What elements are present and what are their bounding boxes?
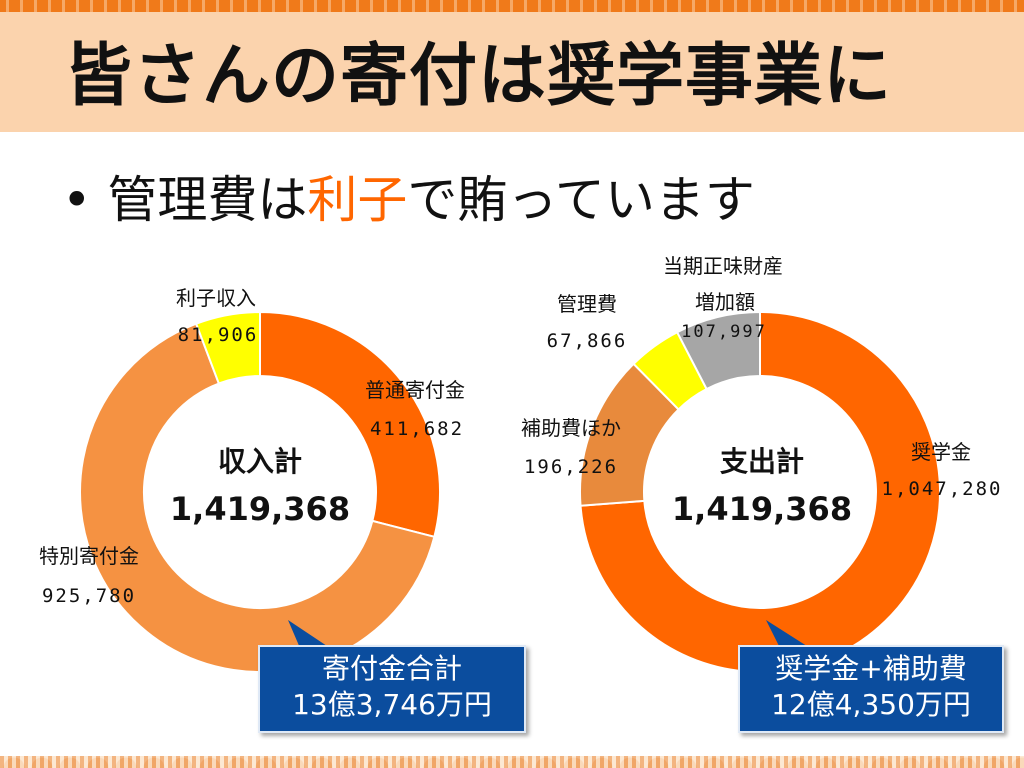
slice-label-general-donation: 普通寄付金 xyxy=(365,378,465,402)
slice-general-donation xyxy=(259,310,441,539)
bullet-point: • 管理費は利子で賄っています xyxy=(62,160,755,232)
bullet-mark: • xyxy=(62,171,92,229)
slice-scholarship xyxy=(579,310,941,673)
slice-value-special-donation: 925,780 xyxy=(41,585,137,607)
bullet-text: 管理費は xyxy=(107,171,308,229)
slice-interest-income xyxy=(194,310,261,385)
scholarship-total-callout: 奨学金+補助費 12億4,350万円 xyxy=(738,645,1004,733)
scholarship-callout-line2: 12億4,350万円 xyxy=(771,688,971,721)
income-total-value: 1,419,368 xyxy=(169,490,351,528)
slice-value-net-assets: 107,997 xyxy=(681,322,767,342)
slice-net-assets-increase xyxy=(675,310,761,391)
callout-tail-left xyxy=(288,620,330,648)
bullet-text-end: で賄っています xyxy=(407,171,755,229)
slice-value-interest-income: 81,906 xyxy=(177,324,259,346)
income-total-label: 収入計 xyxy=(217,445,302,478)
donation-total-callout: 寄付金合計 13億3,746万円 xyxy=(258,645,526,733)
slice-label-special-donation: 特別寄付金 xyxy=(39,544,139,568)
callout-tail-right xyxy=(766,620,810,648)
slide-title: 皆さんの寄付は奨学事業に xyxy=(64,37,893,116)
slice-value-admin-cost: 67,866 xyxy=(546,330,628,352)
slice-value-scholarship: 1,047,280 xyxy=(881,478,1003,500)
bottom-decorative-border xyxy=(0,740,1024,768)
donation-callout-line1: 寄付金合計 xyxy=(321,652,462,685)
title-band xyxy=(0,12,1024,132)
slice-label-net-assets-line1: 当期正味財産 xyxy=(663,254,783,278)
bullet-accent-text: 利子 xyxy=(307,171,408,229)
slice-label-subsidy: 補助費ほか xyxy=(521,416,621,440)
slice-value-subsidy: 196,226 xyxy=(523,456,619,478)
expense-total-label: 支出計 xyxy=(719,445,804,478)
expense-total-value: 1,419,368 xyxy=(671,490,853,528)
slice-label-net-assets-line2: 増加額 xyxy=(695,290,755,314)
slice-value-general-donation: 411,682 xyxy=(369,418,465,440)
donation-callout-line2: 13億3,746万円 xyxy=(292,688,492,721)
slice-label-interest-income: 利子収入 xyxy=(176,286,256,310)
slice-label-admin-cost: 管理費 xyxy=(557,292,617,316)
slice-label-scholarship: 奨学金 xyxy=(911,440,971,464)
scholarship-callout-line1: 奨学金+補助費 xyxy=(775,652,967,685)
top-decorative-border xyxy=(0,0,1024,12)
